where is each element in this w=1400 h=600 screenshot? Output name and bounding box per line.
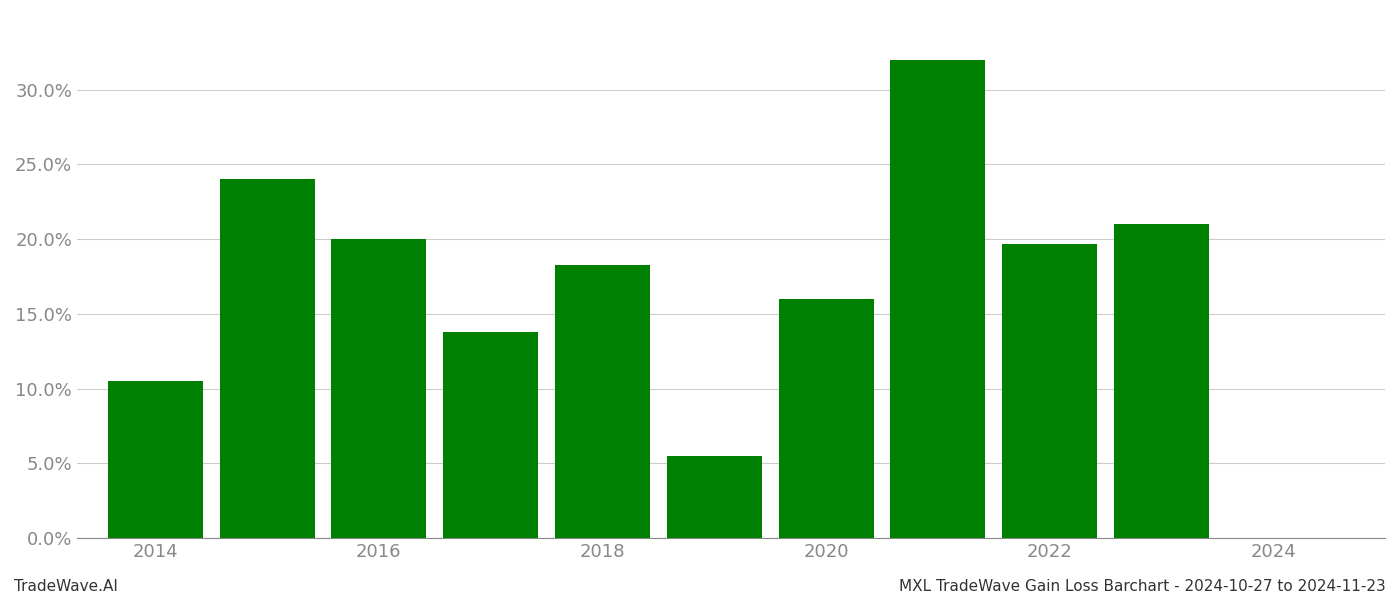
Text: TradeWave.AI: TradeWave.AI [14, 579, 118, 594]
Bar [890, 60, 986, 538]
Bar [108, 381, 203, 538]
Bar [220, 179, 315, 538]
Bar [666, 456, 762, 538]
Bar [1114, 224, 1210, 538]
Bar [332, 239, 427, 538]
Bar [778, 299, 874, 538]
Bar [1002, 244, 1098, 538]
Text: MXL TradeWave Gain Loss Barchart - 2024-10-27 to 2024-11-23: MXL TradeWave Gain Loss Barchart - 2024-… [899, 579, 1386, 594]
Bar [444, 332, 538, 538]
Bar [554, 265, 650, 538]
